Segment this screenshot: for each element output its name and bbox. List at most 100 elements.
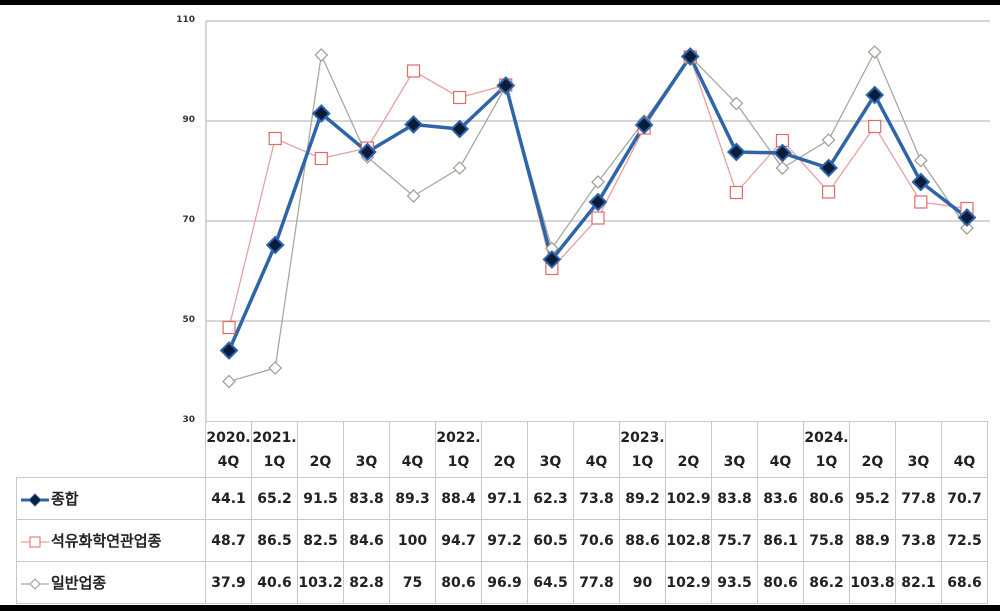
diamond-marker xyxy=(634,115,654,135)
category-header: 3Q xyxy=(895,421,942,478)
hollow-diamond-marker xyxy=(268,361,283,375)
bottom-border-bar xyxy=(0,605,1000,611)
table-cell: 96.9 xyxy=(481,561,528,604)
table-cell: 89.2 xyxy=(619,477,666,520)
series-legend-label: 석유화학연관업종 xyxy=(16,519,206,562)
category-year xyxy=(666,426,711,450)
table-cell: 72.5 xyxy=(941,519,988,562)
table-cell: 84.6 xyxy=(343,519,390,562)
category-year: 2021. xyxy=(252,429,297,446)
category-header: 4Q xyxy=(573,421,620,478)
diamond-marker xyxy=(311,104,331,123)
series-name: 일반업종 xyxy=(51,574,107,592)
top-border-bar xyxy=(0,0,1000,5)
category-quarter: 4Q xyxy=(401,453,424,470)
table-cell: 75 xyxy=(389,561,436,604)
table-cell: 91.5 xyxy=(297,477,344,520)
hollow-diamond-marker xyxy=(960,221,974,235)
table-cell: 70.7 xyxy=(941,477,988,520)
table-cell: 77.8 xyxy=(895,477,942,520)
table-cell: 80.6 xyxy=(803,477,850,520)
category-header: 4Q xyxy=(941,421,988,478)
category-header: 2024. 1Q xyxy=(803,421,850,478)
category-quarter: 3Q xyxy=(355,453,378,470)
table-row: 석유화학연관업종 48.7 86.5 82.5 84.6 100 94.7 97.2 60.5 7… xyxy=(16,519,988,562)
category-quarter: 1Q xyxy=(631,453,654,470)
table-cell: 44.1 xyxy=(205,477,252,520)
table-cell: 88.6 xyxy=(619,519,666,562)
table-cell: 86.5 xyxy=(251,519,298,562)
category-quarter: 2Q xyxy=(309,453,332,470)
table-cell: 83.8 xyxy=(711,477,758,520)
table-cell: 68.6 xyxy=(941,561,988,604)
table-cell: 103.2 xyxy=(297,561,344,604)
hollow-diamond-legend-icon xyxy=(21,577,49,590)
table-cell: 64.5 xyxy=(527,561,574,604)
diamond-marker xyxy=(819,158,839,178)
square-marker xyxy=(914,195,928,209)
series-legend-label: 일반업종 xyxy=(16,561,206,604)
category-year xyxy=(850,426,895,450)
category-year: 2022. xyxy=(436,429,481,446)
table-cell: 82.8 xyxy=(343,561,390,604)
series-name: 석유화학연관업종 xyxy=(51,532,162,550)
category-quarter: 4Q xyxy=(953,453,976,470)
table-cell: 95.2 xyxy=(849,477,896,520)
category-year xyxy=(574,426,619,450)
category-year xyxy=(942,426,987,450)
table-cell: 60.5 xyxy=(527,519,574,562)
diamond-marker xyxy=(496,76,516,95)
y-tick-label: 30 xyxy=(182,415,195,425)
category-quarter: 2Q xyxy=(677,453,700,470)
table-cell: 37.9 xyxy=(205,561,252,604)
hollow-diamond-marker xyxy=(821,133,836,147)
diamond-marker xyxy=(450,119,470,139)
category-year xyxy=(390,426,435,450)
table-cell: 103.8 xyxy=(849,561,896,604)
y-tick-label: 90 xyxy=(182,115,195,125)
category-header: 3Q xyxy=(527,421,574,478)
square-marker xyxy=(821,185,836,199)
diamond-marker xyxy=(404,115,423,134)
y-tick-label: 110 xyxy=(176,15,195,25)
table-cell: 70.6 xyxy=(573,519,620,562)
diamond-marker xyxy=(773,143,792,163)
table-cell: 82.5 xyxy=(297,519,344,562)
table-cell: 102.8 xyxy=(665,519,712,562)
data-table: 2020. 4Q 2021. 1Q 2Q 3Q 4Q 2022. 1Q 2Q 3Q 4Q 2… xyxy=(16,421,988,604)
category-quarter: 2Q xyxy=(861,453,884,470)
category-year xyxy=(528,426,573,450)
category-header: 2Q xyxy=(481,421,528,478)
table-cell: 94.7 xyxy=(435,519,482,562)
table-row: 일반업종 37.9 40.6 103.2 82.8 75 80.6 96.9 64.5 77.8 9… xyxy=(16,561,988,604)
table-cell: 90 xyxy=(619,561,666,604)
category-header: 2Q xyxy=(297,421,344,478)
square-marker xyxy=(729,185,743,200)
series-name: 종합 xyxy=(51,490,79,508)
table-cell: 88.4 xyxy=(435,477,482,520)
hollow-diamond-marker xyxy=(406,189,421,203)
table-cell: 97.1 xyxy=(481,477,528,520)
square-marker xyxy=(222,320,236,335)
category-quarter: 4Q xyxy=(585,453,608,470)
y-tick-label: 70 xyxy=(182,215,195,225)
category-year xyxy=(758,426,803,450)
diamond-marker xyxy=(680,47,700,66)
diamond-marker xyxy=(911,172,931,192)
category-quarter: 2Q xyxy=(493,453,516,470)
table-cell: 75.7 xyxy=(711,519,758,562)
category-year xyxy=(298,426,343,450)
category-year xyxy=(712,426,757,450)
category-header: 3Q xyxy=(343,421,390,478)
category-year: 2023. xyxy=(620,429,665,446)
table-cell: 86.1 xyxy=(757,519,804,562)
diamond-marker xyxy=(219,341,239,360)
table-cell: 83.6 xyxy=(757,477,804,520)
table-cell: 89.3 xyxy=(389,477,436,520)
table-cell: 88.9 xyxy=(849,519,896,562)
table-row: 종합 44.1 65.2 91.5 83.8 89.3 88.4 97.1 62.3 73.8 89… xyxy=(16,477,988,520)
table-cell: 102.9 xyxy=(665,561,712,604)
hollow-diamond-marker xyxy=(775,161,790,175)
category-year xyxy=(896,426,941,450)
